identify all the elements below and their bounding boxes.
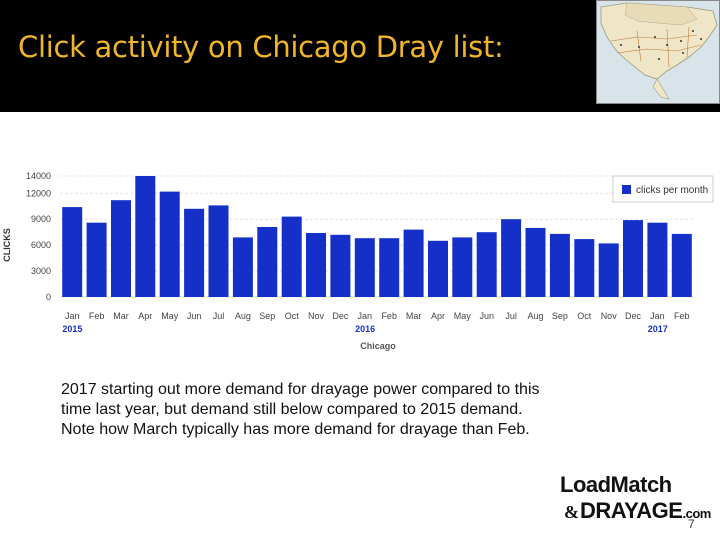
logo-ampersand: &	[564, 502, 579, 522]
x-tick-label: Apr	[138, 311, 152, 321]
title-banner: Click activity on Chicago Dray list:	[0, 0, 720, 112]
bar	[574, 239, 595, 297]
x-tick-label: Feb	[674, 311, 690, 321]
bar	[184, 208, 205, 297]
logo-line-2: DRAYAGE.com	[580, 498, 711, 524]
year-label: 2016	[355, 324, 375, 334]
x-axis: Jan Feb Mar Apr May Jun Jul Aug Sep Oct Nov Dec Jan F…	[62, 311, 689, 334]
x-tick-label: Dec	[625, 311, 642, 321]
bar	[86, 222, 107, 297]
slide-title: Click activity on Chicago Dray list:	[18, 30, 504, 64]
y-tick-label: 12000	[26, 188, 51, 198]
bar	[135, 176, 156, 297]
x-tick-label: Mar	[406, 311, 422, 321]
bar	[476, 232, 497, 297]
y-tick-label: 14000	[26, 171, 51, 181]
bar	[623, 220, 643, 297]
x-tick-label: Feb	[89, 311, 105, 321]
bar	[62, 207, 83, 297]
legend: clicks per month	[612, 175, 714, 203]
x-tick-label: Sep	[259, 311, 275, 321]
bar	[647, 222, 668, 297]
x-tick-label: Jul	[505, 311, 517, 321]
legend-swatch	[622, 185, 631, 194]
logo-drayage: DRAYAGE	[580, 498, 683, 523]
x-tick-label: Nov	[308, 311, 325, 321]
page-number: 7	[688, 517, 695, 531]
bar	[403, 229, 424, 297]
bar	[257, 227, 278, 297]
x-tick-label: Mar	[113, 311, 129, 321]
x-tick-label: Feb	[381, 311, 397, 321]
commentary-line: time last year, but demand still below c…	[61, 401, 523, 418]
year-label: 2015	[62, 324, 82, 334]
bar	[379, 238, 400, 297]
logo-suffix: .com	[682, 506, 711, 521]
x-tick-label: Apr	[431, 311, 445, 321]
commentary-line: Note how March typically has more demand…	[61, 421, 530, 438]
y-tick-label: 0	[46, 292, 51, 302]
bar	[306, 233, 326, 297]
x-tick-label: Oct	[577, 311, 592, 321]
x-axis-title: Chicago	[360, 341, 396, 351]
commentary-line: 2017 starting out more demand for drayag…	[61, 381, 540, 398]
y-axis-title: CLICKS	[2, 228, 12, 262]
x-tick-label: Oct	[285, 311, 300, 321]
x-tick-label: Aug	[235, 311, 251, 321]
loadmatch-drayage-logo: LoadMatch & DRAYAGE.com	[560, 472, 711, 528]
bar	[598, 243, 619, 297]
bar	[428, 240, 448, 297]
x-tick-label: Aug	[527, 311, 543, 321]
bar	[232, 237, 253, 297]
x-tick-label: Jan	[358, 311, 373, 321]
bar	[549, 233, 570, 297]
bar	[281, 216, 302, 297]
bar	[111, 200, 131, 297]
x-tick-label: Jan	[650, 311, 665, 321]
y-tick-label: 9000	[31, 214, 51, 224]
y-tick-label: 3000	[31, 266, 51, 276]
bar	[501, 219, 522, 297]
x-tick-label: Sep	[552, 311, 568, 321]
logo-line-1: LoadMatch	[560, 472, 672, 497]
x-tick-label: May	[454, 311, 472, 321]
year-label: 2017	[648, 324, 668, 334]
x-tick-label: Jan	[65, 311, 80, 321]
bar	[208, 205, 229, 297]
x-tick-label: Jun	[187, 311, 202, 321]
x-tick-label: May	[161, 311, 179, 321]
x-tick-label: Jul	[213, 311, 225, 321]
bar	[671, 233, 692, 297]
bar	[525, 227, 546, 297]
legend-label: clicks per month	[636, 185, 708, 196]
x-tick-label: Jun	[479, 311, 494, 321]
x-tick-label: Dec	[332, 311, 349, 321]
commentary-text: 2017 starting out more demand for drayag…	[61, 380, 621, 440]
y-tick-label: 6000	[31, 240, 51, 250]
bar	[452, 237, 473, 297]
bar	[159, 191, 180, 297]
bar	[354, 238, 375, 297]
bars	[62, 176, 692, 297]
bar	[330, 234, 351, 297]
north-america-map-thumbnail	[596, 0, 720, 104]
y-axis: 0 3000 6000 9000 12000 14000	[26, 171, 51, 302]
x-tick-label: Nov	[601, 311, 618, 321]
